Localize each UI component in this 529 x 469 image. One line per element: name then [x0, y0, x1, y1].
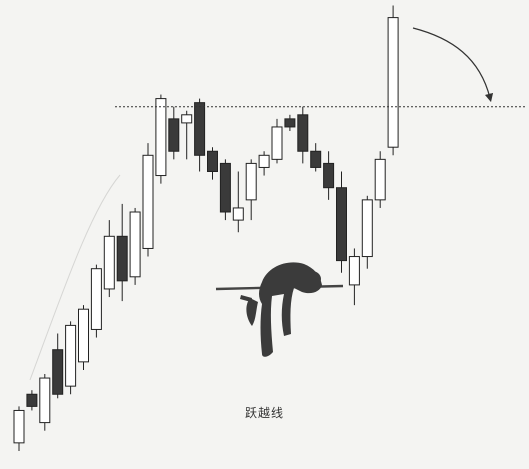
candle: [258, 151, 270, 176]
jumper-figure: [240, 262, 322, 357]
candle: [39, 374, 51, 431]
candle: [348, 248, 360, 306]
high-jump-illustration: [215, 262, 344, 357]
chart-caption: 跃越线: [244, 406, 284, 420]
candle: [336, 171, 347, 273]
candle: [284, 114, 296, 131]
candle: [103, 220, 115, 298]
candle-body-down: [168, 118, 180, 152]
candle-body-up: [129, 211, 141, 278]
candle-body-down: [26, 393, 38, 407]
candle-body-up: [361, 199, 373, 258]
candle: [65, 321, 77, 395]
candle: [245, 159, 257, 221]
candle-body-up: [374, 158, 386, 201]
candle-body-up: [245, 162, 257, 201]
candle-body-up: [13, 409, 25, 444]
candle: [116, 203, 128, 302]
candle-body-up: [232, 207, 244, 221]
candle-body-up: [155, 98, 167, 177]
candle-body-up: [142, 154, 154, 249]
candle-body-up: [271, 126, 283, 160]
candle-body-down: [297, 114, 309, 152]
candle-body-down: [52, 349, 64, 395]
candle: [194, 98, 206, 172]
reversal-arrow: [412, 27, 494, 103]
candle-body-down: [284, 118, 296, 128]
candle: [142, 143, 154, 257]
candle-body-down: [116, 235, 128, 282]
candle: [297, 106, 309, 164]
candle: [361, 195, 373, 269]
candle: [78, 305, 89, 370]
candle-body-down: [323, 162, 335, 189]
candle: [387, 5, 399, 156]
candle-body-down: [194, 102, 206, 156]
candle: [129, 207, 141, 285]
candle-body-up: [90, 268, 102, 330]
candle: [207, 147, 218, 180]
candles-layer: [13, 5, 399, 451]
candle: [155, 94, 167, 184]
candle-body-down: [207, 150, 218, 172]
candle: [271, 118, 283, 164]
candle: [232, 171, 244, 233]
candle-body-down: [310, 150, 322, 168]
candle: [323, 151, 335, 200]
candle-body-down: [336, 187, 347, 262]
candle: [310, 143, 322, 172]
candle-body-up: [39, 377, 51, 424]
candle-body-up: [103, 235, 115, 290]
candle: [26, 390, 38, 411]
candle-body-up: [65, 324, 77, 387]
background-sketch-curve: [29, 174, 121, 381]
candle: [168, 106, 180, 160]
candle: [219, 159, 231, 221]
candle-body-up: [78, 308, 89, 363]
candle-body-up: [387, 17, 399, 148]
candle-body-up: [258, 154, 270, 168]
candle-body-up: [181, 114, 193, 124]
candle: [374, 151, 386, 208]
candle: [52, 333, 64, 399]
candle: [13, 406, 25, 451]
candle: [181, 110, 193, 160]
candle: [90, 264, 102, 338]
candle-body-down: [219, 162, 231, 213]
candle-body-up: [348, 256, 360, 286]
